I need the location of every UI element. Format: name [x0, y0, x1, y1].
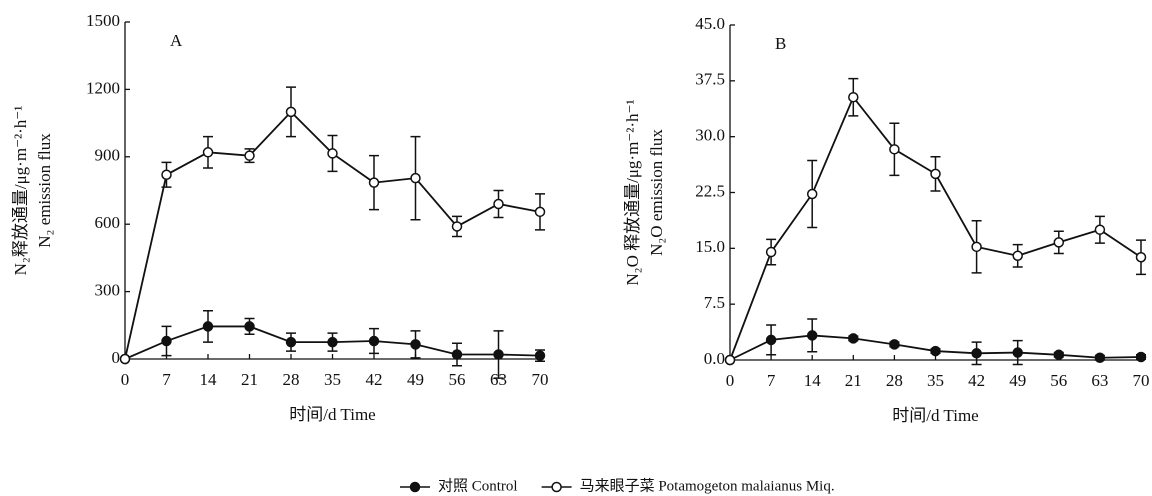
x-tick-label: 21	[241, 370, 258, 389]
data-point	[1135, 351, 1147, 363]
data-point	[848, 91, 859, 103]
data-point	[493, 349, 504, 360]
data-point	[410, 172, 421, 184]
data-point	[1094, 224, 1106, 235]
data-point	[327, 148, 338, 159]
y-tick-label: 900	[95, 146, 121, 165]
data-point	[1053, 237, 1065, 248]
legend-label: 马来眼子菜 Potamogeton malaianus Miq.	[580, 477, 835, 494]
data-point	[765, 246, 777, 258]
data-point	[451, 221, 463, 232]
panel-label: B	[775, 34, 786, 53]
x-tick-label: 70	[1133, 371, 1150, 390]
x-tick-label: 35	[324, 370, 341, 389]
data-point	[493, 198, 504, 210]
data-point	[806, 330, 818, 341]
data-point	[971, 348, 982, 359]
data-point	[534, 206, 546, 218]
x-tick-label: 35	[927, 371, 944, 390]
y-tick-label: 600	[95, 213, 121, 232]
series-line	[729, 95, 1142, 361]
x-tick-label: 28	[283, 370, 300, 389]
data-point	[534, 350, 546, 361]
data-point	[889, 144, 900, 155]
y-tick-label: 1500	[86, 11, 120, 30]
x-tick-label: 28	[886, 371, 903, 390]
data-point	[368, 335, 380, 347]
y-axis-label: N₂释放通量/μg·m⁻²·h⁻¹	[11, 106, 30, 276]
x-tick-label: 0	[121, 370, 130, 389]
x-tick-label: 21	[845, 371, 862, 390]
data-point	[889, 339, 900, 350]
y-tick-label: 0.0	[704, 349, 725, 368]
data-point	[410, 339, 421, 350]
data-point	[724, 354, 736, 366]
data-point	[930, 345, 941, 357]
x-tick-label: 42	[366, 370, 383, 389]
x-axis-label: 时间/d Time	[289, 405, 375, 424]
data-point	[285, 106, 297, 118]
x-tick-label: 49	[1009, 371, 1026, 390]
y-tick-label: 30.0	[695, 126, 725, 145]
x-tick-label: 63	[490, 370, 507, 389]
x-tick-label: 7	[767, 371, 776, 390]
data-point	[327, 336, 338, 348]
x-tick-label: 7	[162, 370, 171, 389]
data-point	[1012, 250, 1023, 262]
panel-label: A	[170, 31, 183, 50]
y-axis-label: N₂O emission flux	[647, 129, 666, 256]
x-tick-label: 42	[968, 371, 985, 390]
data-point	[451, 349, 463, 360]
data-point	[765, 334, 777, 346]
y-tick-label: 22.5	[695, 181, 725, 200]
x-tick-label: 56	[449, 370, 466, 389]
y-tick-label: 45.0	[695, 14, 725, 33]
data-point	[161, 169, 172, 181]
data-point	[202, 147, 214, 158]
legend: 对照 Control 马来眼子菜 Potamogeton malaianus Mi…	[400, 477, 835, 494]
data-point	[119, 353, 131, 365]
data-point	[244, 150, 255, 161]
y-axis-label: N₂O 释放通量/μg·m⁻²·h⁻¹	[623, 99, 642, 285]
legend-marker	[551, 481, 562, 493]
y-axis-label: N₂ emission flux	[35, 133, 54, 248]
x-axis-label: 时间/d Time	[892, 406, 978, 425]
data-point	[368, 177, 380, 188]
data-point	[1135, 252, 1147, 263]
data-point	[285, 336, 297, 348]
data-point	[930, 168, 941, 180]
legend-marker	[409, 481, 421, 493]
legend-label: 对照 Control	[438, 477, 518, 494]
y-tick-label: 37.5	[695, 70, 725, 89]
x-tick-label: 0	[726, 371, 735, 390]
axis	[124, 22, 540, 360]
data-point	[244, 321, 255, 332]
y-tick-label: 15.0	[695, 237, 725, 256]
y-tick-label: 7.5	[704, 293, 725, 312]
y-tick-label: 0	[112, 348, 121, 367]
x-tick-label: 56	[1050, 371, 1067, 390]
data-point	[1094, 352, 1106, 364]
data-point	[1053, 349, 1065, 361]
data-point	[1012, 347, 1023, 358]
data-point	[161, 335, 172, 347]
x-tick-label: 63	[1091, 371, 1108, 390]
x-tick-label: 14	[804, 371, 822, 390]
data-point	[806, 188, 818, 200]
y-tick-label: 300	[95, 281, 121, 300]
axis	[729, 25, 1141, 361]
x-tick-label: 49	[407, 370, 424, 389]
y-tick-label: 1200	[86, 78, 120, 97]
data-point	[202, 321, 214, 332]
data-point	[971, 241, 982, 253]
x-tick-label: 70	[532, 370, 549, 389]
data-point	[848, 333, 859, 344]
x-tick-label: 14	[200, 370, 218, 389]
